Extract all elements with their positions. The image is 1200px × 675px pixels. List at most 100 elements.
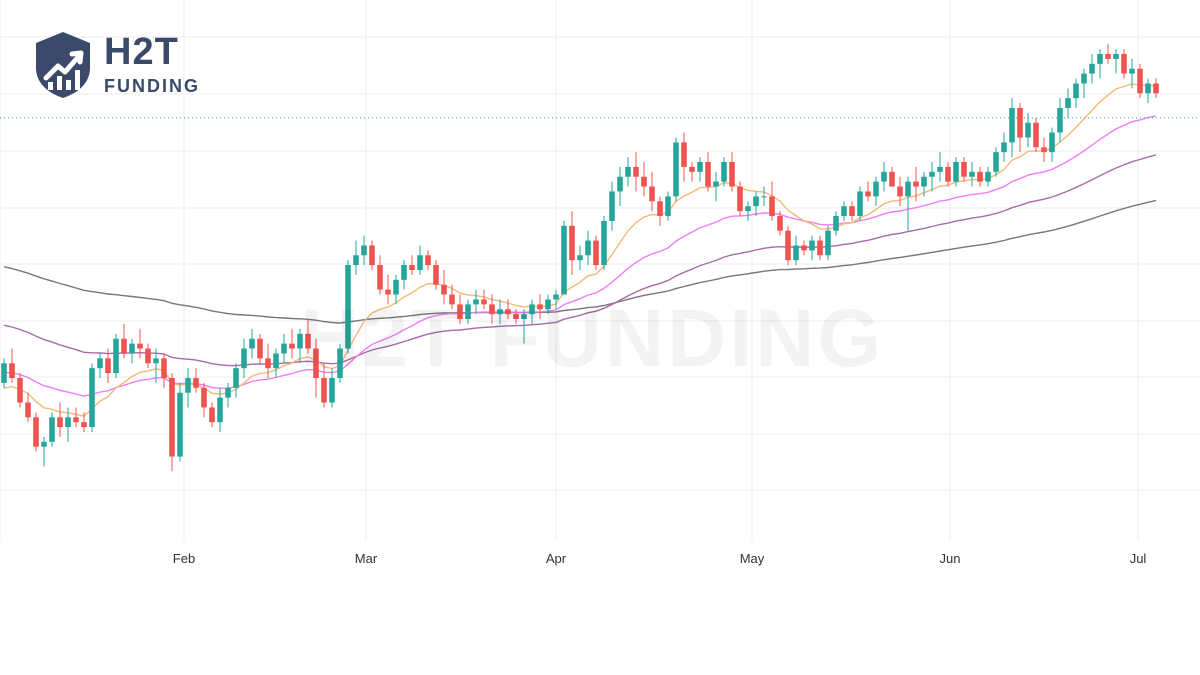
candle-body: [841, 206, 847, 216]
candle-body: [169, 378, 175, 457]
candle-body: [521, 314, 527, 320]
candle-body: [1129, 68, 1135, 74]
candle-body: [1073, 83, 1079, 99]
candle-body: [977, 171, 983, 182]
candle-body: [593, 240, 599, 266]
candle-body: [793, 245, 799, 261]
candle-body: [481, 299, 487, 305]
shield-chart-icon: [36, 32, 90, 98]
candle-body: [905, 181, 911, 197]
candle-body: [945, 166, 951, 182]
candle-body: [577, 255, 583, 261]
x-tick-label: Mar: [355, 551, 378, 566]
ema-slow-line: [3, 154, 1157, 367]
candle-body: [785, 230, 791, 261]
candle-body: [737, 186, 743, 212]
ema-long-line: [3, 199, 1157, 324]
candle-body: [961, 162, 967, 177]
x-tick-label: Apr: [546, 551, 567, 566]
candle-body: [561, 225, 567, 295]
candle-body: [881, 171, 887, 182]
candle-body: [1001, 142, 1007, 153]
candle-body: [657, 201, 663, 216]
candle-body: [889, 171, 895, 187]
candle-body: [681, 142, 687, 167]
candle-body: [25, 402, 31, 418]
candle-body: [1, 363, 7, 383]
candle-body: [1105, 54, 1111, 59]
candle-body: [649, 186, 655, 202]
candle-body: [513, 314, 519, 320]
candle-body: [193, 378, 199, 388]
candle-body: [409, 265, 415, 270]
candle-body: [849, 206, 855, 216]
candle-body: [41, 441, 47, 447]
candle-body: [1113, 54, 1119, 59]
candle-body: [73, 417, 79, 423]
candle-body: [609, 191, 615, 221]
candle-body: [865, 191, 871, 197]
candle-body: [425, 255, 431, 266]
candle-body: [49, 417, 55, 442]
candle-body: [1121, 54, 1127, 74]
candle-body: [457, 304, 463, 320]
candle-body: [601, 220, 607, 266]
candle-body: [585, 240, 591, 256]
candle-body: [1081, 73, 1087, 84]
candle-body: [817, 240, 823, 256]
candle-body: [1089, 63, 1095, 74]
candle-body: [777, 216, 783, 231]
candle-body: [329, 378, 335, 403]
candle-body: [113, 338, 119, 374]
candle-body: [257, 338, 263, 359]
candle-body: [857, 191, 863, 216]
brand-logo: H2T FUNDING: [32, 30, 222, 102]
candle-body: [873, 181, 879, 197]
candle-body: [385, 289, 391, 295]
candle-body: [985, 171, 991, 182]
candle-body: [393, 279, 399, 295]
candle-body: [17, 378, 23, 403]
candle-body: [665, 196, 671, 216]
candle-body: [1017, 108, 1023, 138]
candle-body: [153, 358, 159, 364]
candle-body: [1065, 98, 1071, 108]
candle-body: [225, 387, 231, 398]
candle-body: [273, 353, 279, 369]
candle-body: [1041, 147, 1047, 153]
candle-body: [377, 265, 383, 290]
candle-body: [641, 176, 647, 187]
candle-body: [249, 338, 255, 349]
candle-body: [753, 196, 759, 207]
candle-body: [33, 417, 39, 447]
x-tick-label: Feb: [173, 551, 195, 566]
x-tick-label: Jul: [1130, 551, 1147, 566]
candle-body: [1033, 122, 1039, 148]
candle-body: [161, 358, 167, 378]
candle-body: [761, 196, 767, 198]
candle-body: [833, 216, 839, 231]
candle-body: [825, 230, 831, 256]
candle-body: [537, 304, 543, 310]
candle-body: [769, 196, 775, 216]
candle-body: [105, 358, 111, 374]
candle-body: [1137, 68, 1143, 94]
candle-body: [441, 284, 447, 295]
candle-body: [209, 407, 215, 423]
candle-body: [9, 363, 15, 378]
candle-body: [345, 265, 351, 349]
candle-body: [473, 299, 479, 305]
candle-body: [121, 338, 127, 354]
candle-body: [233, 368, 239, 388]
candle-body: [89, 368, 95, 428]
candle-body: [913, 181, 919, 187]
candle-body: [201, 387, 207, 408]
candle-body: [545, 299, 551, 310]
candle-body: [185, 378, 191, 393]
brand-tagline: FUNDING: [104, 76, 200, 96]
candle-body: [937, 166, 943, 172]
candle-body: [745, 206, 751, 212]
candle-body: [1145, 83, 1151, 94]
candle-body: [265, 358, 271, 369]
candle-body: [305, 333, 311, 349]
